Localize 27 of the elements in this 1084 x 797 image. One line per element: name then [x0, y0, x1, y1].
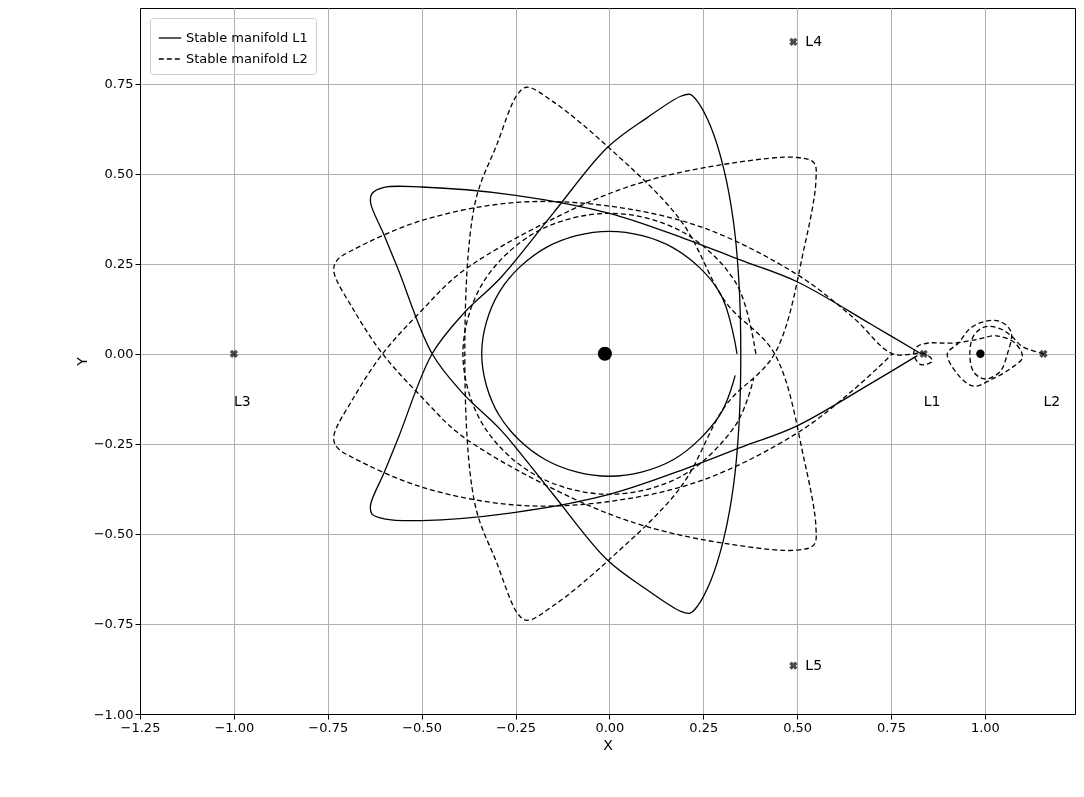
x-tick-label: 0.25 [689, 719, 719, 735]
y-tick-label: 0.75 [104, 76, 134, 92]
y-tick-label: −0.50 [93, 526, 134, 542]
x-tick-label: −1.25 [120, 719, 161, 735]
annotation: L2 [1043, 392, 1061, 409]
x-tick-label: −0.75 [308, 719, 349, 735]
y-tick-label: 0.25 [104, 256, 134, 272]
x-tick-label: 0.75 [877, 719, 906, 735]
annotation: L4 [805, 32, 823, 49]
x-tick-label: 0.50 [783, 719, 813, 735]
y-tick-label: 0.00 [104, 346, 134, 362]
x-tick-label: 0.00 [595, 719, 625, 735]
y-tick-label: −1.00 [93, 706, 134, 722]
annotation: L5 [805, 656, 823, 673]
y-tick-label: −0.75 [93, 616, 134, 632]
annotation: L3 [233, 392, 251, 409]
legend-label: Stable manifold L1 [186, 30, 308, 45]
x-tick-label: −1.00 [214, 719, 255, 735]
y-axis-title: Y [73, 356, 90, 367]
x-tick-label: 1.00 [970, 719, 1000, 735]
y-tick-label: −0.25 [93, 436, 134, 452]
annotation: L1 [923, 392, 941, 409]
x-tick-label: −0.25 [496, 719, 536, 735]
x-tick-label: −0.50 [402, 719, 443, 735]
x-axis-title: X [603, 736, 614, 753]
y-tick-label: 0.50 [104, 166, 134, 182]
legend-label: Stable manifold L2 [186, 51, 308, 66]
